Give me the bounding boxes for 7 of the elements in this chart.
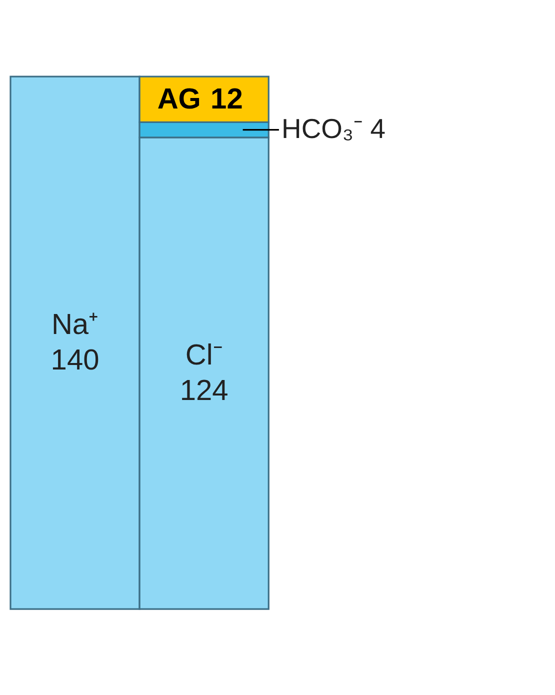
series-label: Na⁺	[51, 308, 99, 341]
data-label: 140	[50, 344, 100, 376]
data-label: 12	[210, 83, 243, 116]
series-label: Cl⁻	[185, 339, 223, 372]
data-label: 124	[180, 374, 228, 407]
series-label: AG	[157, 83, 201, 116]
text: HCO₃⁻ 4	[282, 112, 386, 144]
